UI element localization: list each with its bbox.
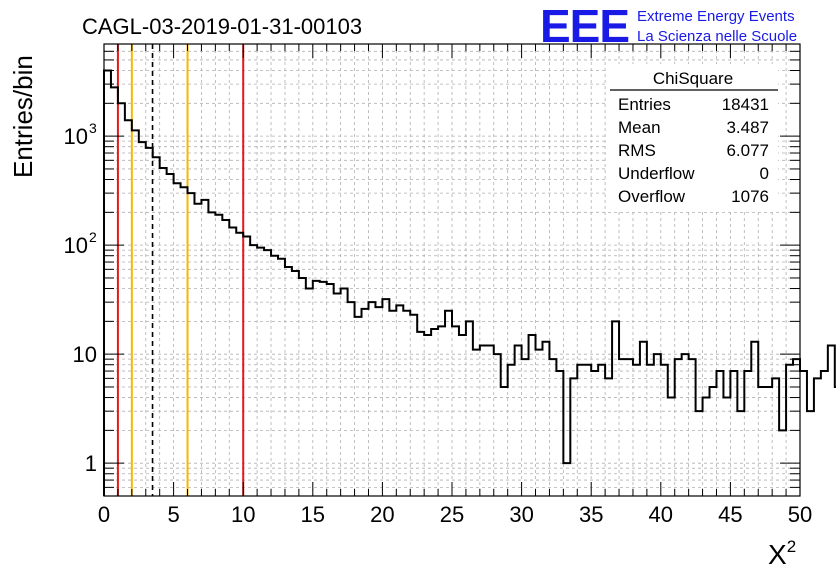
stats-row-label: Mean (618, 118, 661, 137)
x-tick-label: 45 (718, 502, 742, 527)
stats-box: ChiSquare Entries 18431 Mean 3.487 RMS 6.077 U… (608, 64, 778, 212)
histogram (103, 69, 836, 496)
histogram-series (103, 69, 836, 496)
stats-row-value: 0 (760, 164, 769, 183)
stats-row-value: 6.077 (726, 141, 769, 160)
grid (104, 44, 800, 496)
eee-logo: EEE Extreme Energy Events La Scienza nel… (540, 0, 797, 52)
stats-box-title: ChiSquare (653, 69, 733, 88)
x-tick-label: 15 (301, 502, 325, 527)
eee-logo-line1: Extreme Energy Events (637, 8, 795, 25)
y-tick-label: 1 (85, 451, 97, 476)
stats-row-value: 3.487 (726, 118, 769, 137)
vertical-lines (116, 44, 245, 496)
x-tick-label: 20 (370, 502, 394, 527)
x-axis-label: X2 (768, 537, 796, 570)
stats-row-label: Underflow (618, 164, 695, 183)
stats-row-value: 18431 (722, 95, 769, 114)
eee-logo-mark: EEE (540, 0, 629, 52)
y-axis-label: Entries/bin (8, 55, 38, 178)
y-tick-label-exponent: 3 (89, 120, 97, 136)
x-tick-label: 50 (788, 502, 812, 527)
stats-box-background (608, 64, 778, 212)
x-tick-label: 25 (440, 502, 464, 527)
x-tick-label: 0 (98, 502, 110, 527)
x-tick-label: 5 (167, 502, 179, 527)
x-tick-label: 10 (231, 502, 255, 527)
stats-row-label: RMS (618, 141, 656, 160)
chart-title: CAGL-03-2019-01-31-00103 (82, 14, 362, 39)
y-tick-label: 10 (73, 342, 97, 367)
y-tick-label-exponent: 2 (89, 229, 97, 245)
eee-logo-line2: La Scienza nelle Scuole (637, 28, 797, 45)
y-tick-label: 10 (64, 124, 88, 149)
stats-row-value: 1076 (731, 187, 769, 206)
stats-row-label: Overflow (618, 187, 686, 206)
x-axis-label-superscript: 2 (787, 537, 796, 556)
y-tick-label: 10 (64, 233, 88, 258)
x-tick-label: 35 (579, 502, 603, 527)
x-tick-label: 40 (649, 502, 673, 527)
stats-box-rows: Entries 18431 Mean 3.487 RMS 6.077 Underflow 0 O… (618, 95, 769, 206)
x-axis-label-base: X (768, 539, 787, 570)
x-tick-labels: 0 5 10 15 20 25 30 35 40 45 50 (98, 502, 812, 527)
x-tick-label: 30 (509, 502, 533, 527)
stats-row-label: Entries (618, 95, 671, 114)
axis-ticks (103, 44, 801, 496)
